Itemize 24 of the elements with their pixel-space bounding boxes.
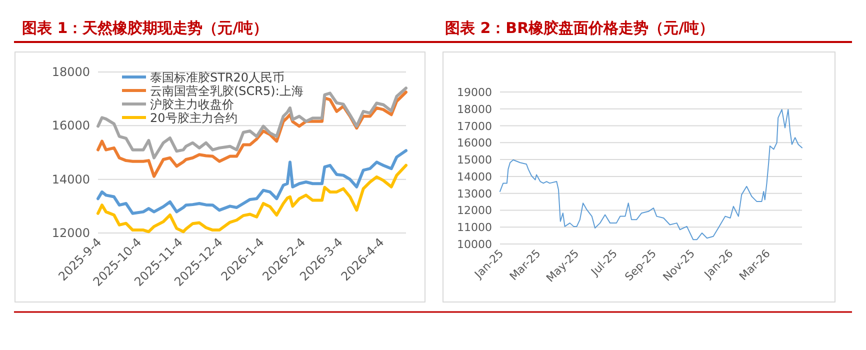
chart-title: 图表 2：BR橡胶盘面价格走势（元/吨） xyxy=(445,19,714,37)
y-tick-label: 16000 xyxy=(457,136,492,150)
line-series xyxy=(96,149,408,215)
y-tick-label: 14000 xyxy=(457,170,492,184)
y-tick-label: 18000 xyxy=(457,102,492,116)
y-tick-label: 12000 xyxy=(457,204,492,218)
line-series xyxy=(500,109,802,240)
y-tick-label: 13000 xyxy=(457,187,492,200)
line-series xyxy=(96,86,408,160)
line-series xyxy=(96,164,408,234)
y-tick-label: 14000 xyxy=(52,172,90,186)
y-tick-label: 10000 xyxy=(457,238,492,251)
y-tick-label: 17000 xyxy=(457,120,492,133)
y-tick-label: 12000 xyxy=(52,226,90,240)
y-tick-label: 19000 xyxy=(457,86,492,99)
y-tick-label: 16000 xyxy=(52,118,90,133)
y-tick-label: 18000 xyxy=(52,65,90,79)
legend-label: 沪胶主力收盘价 xyxy=(150,98,234,112)
legend-label: 泰国标准胶STR20人民币 xyxy=(150,70,285,84)
chart-title: 图表 1：天然橡胶期现走势（元/吨） xyxy=(22,19,268,37)
legend-label: 云南国营全乳胶(SCR5):上海 xyxy=(150,84,304,98)
legend-label: 20号胶主力合约 xyxy=(150,111,238,125)
y-tick-label: 15000 xyxy=(457,154,492,167)
y-tick-label: 11000 xyxy=(457,221,492,234)
